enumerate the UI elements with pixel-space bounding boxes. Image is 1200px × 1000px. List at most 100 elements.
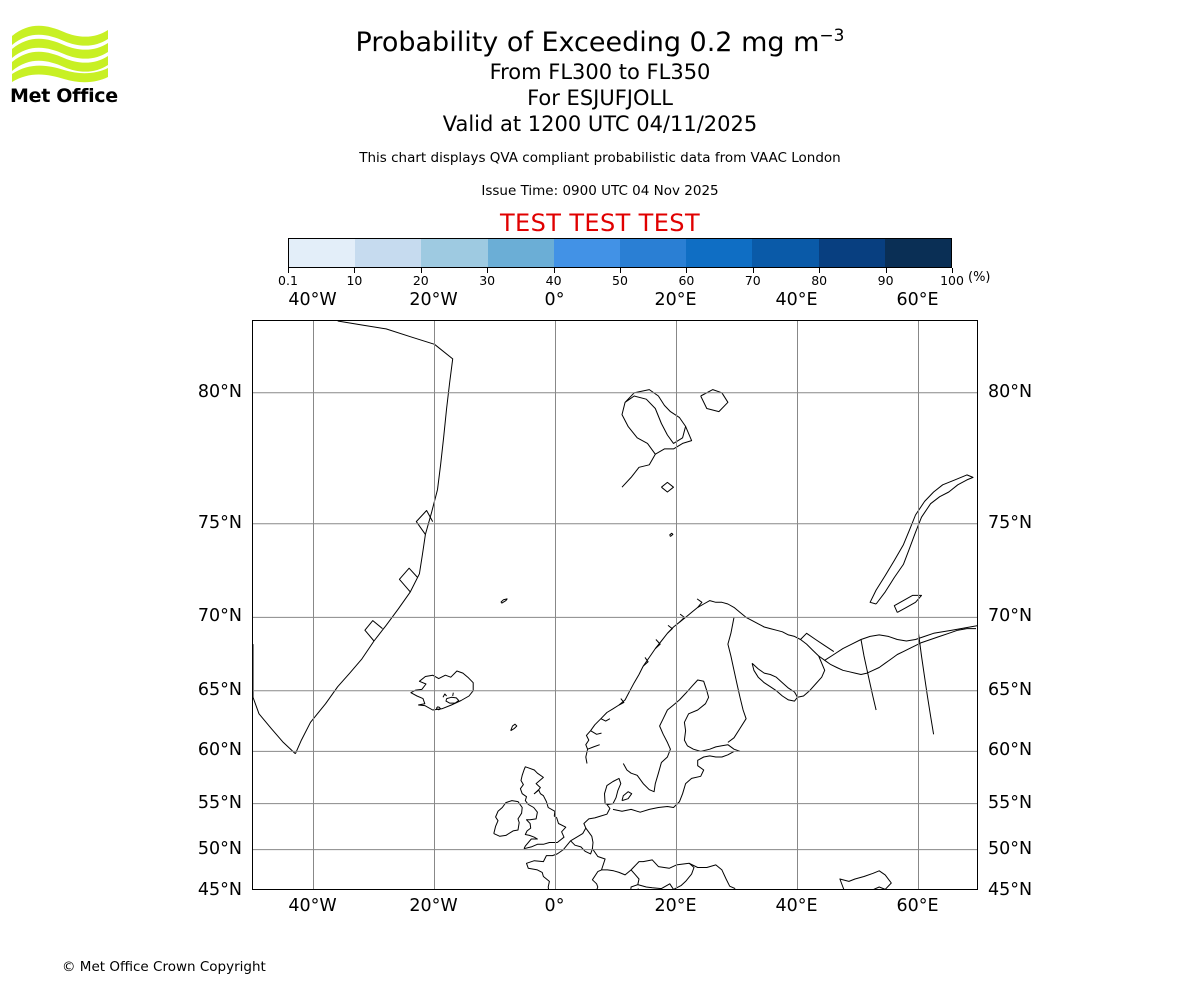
lat-label-right-4: 65°N (988, 679, 1033, 700)
colorbar-band-6 (686, 239, 753, 267)
page-title-exponent: −3 (819, 26, 845, 46)
lon-label-bottom-3: 20°E (654, 896, 697, 916)
coastline-path (797, 655, 826, 698)
met-office-wave-icon (12, 25, 108, 83)
colorbar-tick-60: 60 (678, 273, 695, 288)
colorbar-tick-30: 30 (479, 273, 496, 288)
coastline-path (585, 600, 976, 764)
colorbar-tick-10: 10 (346, 273, 363, 288)
colorbar-tick-mark (885, 268, 887, 273)
colorbar-tick-90: 90 (877, 273, 894, 288)
colorbar-tick-mark (487, 268, 489, 273)
coastline-path (510, 723, 518, 732)
lon-label-top-3: 20°E (654, 290, 697, 310)
chart-header: Probability of Exceeding 0.2 mg m−3 From… (0, 0, 1200, 237)
lat-label-right-6: 75°N (988, 512, 1033, 533)
coastline-path (893, 594, 922, 613)
coastline-path (654, 639, 661, 649)
coastline-path (618, 698, 625, 706)
probability-colorbar: 0.1 10 20 30 40 50 60 70 80 90 100 (278, 238, 964, 290)
colorbar-band-5 (620, 239, 687, 267)
coastline-path (591, 869, 602, 889)
lon-label-bottom-4: 40°E (775, 896, 818, 916)
lat-label-left-6: 75°N (197, 512, 242, 533)
lat-label-right-1: 50°N (988, 838, 1033, 859)
lon-label-top-5: 60°E (896, 290, 939, 310)
colorbar-tick-mark (819, 268, 821, 273)
lat-label-right-3: 60°N (988, 740, 1033, 761)
lat-label-left-1: 50°N (197, 838, 242, 859)
coastline-path (493, 800, 523, 837)
coastline-path (655, 426, 693, 455)
volcano-name-line: For ESJUFJOLL (527, 85, 673, 110)
coastline-path (661, 481, 674, 493)
coastline-path (452, 692, 454, 697)
colorbar-tick-20: 20 (412, 273, 429, 288)
colorbar-bands (288, 238, 952, 268)
lon-label-top-2: 0° (544, 290, 565, 310)
lon-label-top-4: 40°E (775, 290, 818, 310)
colorbar-tick-labels: 0.1 10 20 30 40 50 60 70 80 90 100 (278, 268, 964, 290)
ash-probability-plume (253, 321, 977, 889)
graticule-gridlines (253, 321, 977, 889)
colorbar-band-3 (487, 239, 554, 267)
coastline-overlay (253, 321, 977, 889)
lon-label-top-0: 40°W (288, 290, 337, 310)
colorbar-band-7 (752, 239, 819, 267)
qva-note: This chart displays QVA compliant probab… (359, 149, 841, 166)
coastline-path (824, 625, 977, 661)
lat-label-left-7: 80°N (197, 381, 242, 402)
map-plot-area[interactable] (252, 320, 978, 890)
colorbar-tick-40: 40 (545, 273, 562, 288)
coastline-path (445, 696, 460, 704)
coastline-path (526, 804, 611, 889)
lat-label-left-4: 65°N (197, 679, 242, 700)
colorbar-tick-mark (288, 268, 289, 273)
met-office-brand-text: Met Office (10, 85, 118, 107)
coastline-path (294, 321, 454, 754)
coastline-path (918, 633, 935, 735)
flight-level-line: From FL300 to FL350 (489, 59, 711, 84)
test-banner: TEST TEST TEST (499, 208, 700, 237)
colorbar-tick-mark (752, 268, 754, 273)
lat-label-left-0: 45°N (197, 880, 242, 900)
colorbar-tick-mark (354, 268, 356, 273)
colorbar-tick-mark (686, 268, 688, 273)
coastline-path (410, 670, 474, 711)
coastline-path (751, 662, 798, 702)
colorbar-tick-0.1: 0.1 (278, 273, 298, 288)
page-title-text: Probability of Exceeding 0.2 mg m (355, 27, 820, 58)
met-office-logo: Met Office (10, 22, 122, 114)
colorbar-tick-mark (553, 268, 555, 273)
coastline-path (642, 657, 649, 667)
coastline-path (800, 632, 835, 653)
colorbar-band-0 (289, 239, 356, 267)
coastline-path (600, 718, 611, 722)
coastline-path (500, 598, 508, 604)
page-title: Probability of Exceeding 0.2 mg m−3 (0, 26, 1200, 59)
colorbar-tick-50: 50 (612, 273, 628, 288)
coastline-path (442, 693, 447, 698)
lat-label-left-3: 60°N (197, 740, 242, 761)
colorbar-band-8 (818, 239, 885, 267)
lat-label-right-0: 45°N (988, 880, 1033, 900)
coastline-path (667, 624, 673, 634)
coastline-path (612, 750, 735, 813)
coastline-path (669, 532, 674, 537)
coastline-path (630, 859, 695, 889)
coastline-path (696, 598, 703, 608)
coastline-path (688, 862, 736, 889)
colorbar-tick-80: 80 (811, 273, 828, 288)
coastline-path (839, 870, 892, 889)
coastline-path (253, 644, 296, 755)
lat-label-right-2: 55°N (988, 792, 1033, 813)
colorbar-band-1 (355, 239, 422, 267)
coastline-path (590, 730, 602, 735)
coastline-path (700, 389, 729, 413)
coastline-path (415, 510, 434, 535)
lat-label-left-2: 55°N (197, 792, 242, 813)
coastline-path (364, 620, 383, 642)
coastline-path (622, 679, 741, 793)
lat-label-right-7: 80°N (988, 381, 1033, 402)
lon-label-top-1: 20°W (409, 290, 458, 310)
